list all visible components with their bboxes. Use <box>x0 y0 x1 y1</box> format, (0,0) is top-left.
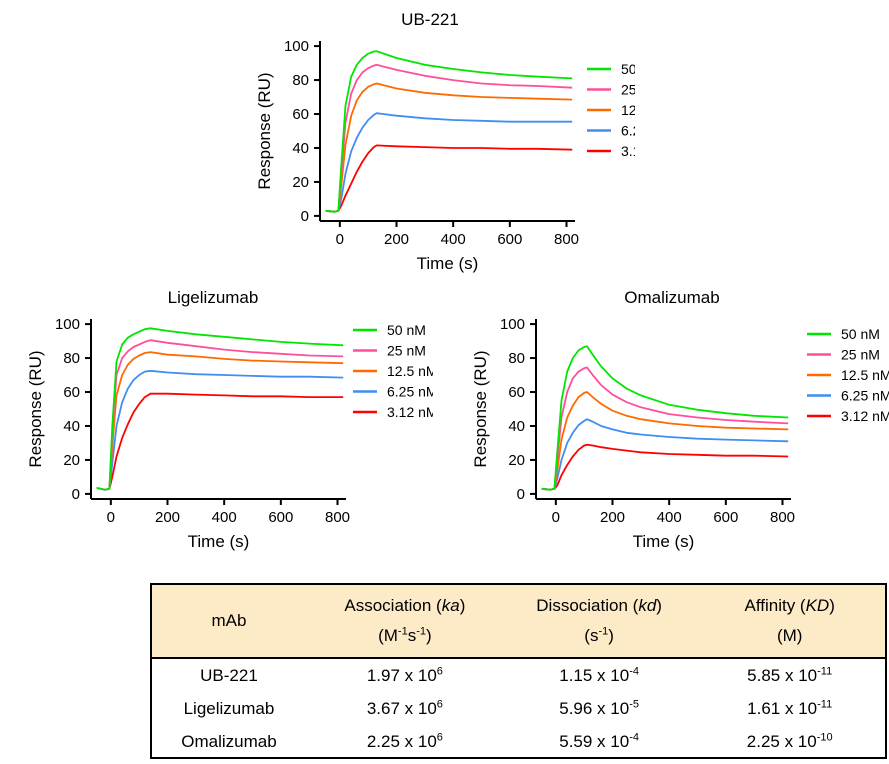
chart-title: Omalizumab <box>624 288 719 307</box>
legend-label: 25 nM <box>621 82 635 98</box>
x-tick-label: 800 <box>554 231 579 248</box>
series-line <box>541 391 789 491</box>
y-tick-label: 80 <box>508 350 525 367</box>
x-axis-label: Time (s) <box>633 532 695 551</box>
legend-label: 3.12 nM <box>387 404 433 420</box>
series-line <box>325 144 573 213</box>
x-tick-label: 600 <box>497 231 522 248</box>
series-line <box>325 112 573 213</box>
cell-mab: Omalizumab <box>181 731 277 751</box>
legend-label: 6.25 nM <box>621 123 635 139</box>
x-axis-label: Time (s) <box>417 254 479 273</box>
series-line <box>325 50 573 213</box>
y-tick-label: 100 <box>500 316 525 333</box>
x-tick-label: 200 <box>600 509 625 526</box>
y-axis-label: Response (RU) <box>255 72 274 189</box>
legend-label: 12.5 nM <box>621 102 635 118</box>
x-tick-label: 400 <box>441 231 466 248</box>
kinetics-table: mAb Association (ka) (M-1s-1) Dissociati… <box>150 583 887 759</box>
legend-label: 3.12 nM <box>621 143 635 159</box>
x-tick-label: 400 <box>212 509 237 526</box>
cell-mab: Ligelizumab <box>183 698 275 718</box>
y-tick-label: 80 <box>292 72 309 89</box>
legend-label: 6.25 nM <box>841 388 889 404</box>
header-mab: mAb <box>152 585 306 659</box>
cell-ka: 2.25 x 106 <box>366 730 443 751</box>
x-tick-label: 600 <box>268 509 293 526</box>
legend-label: 12.5 nM <box>387 363 433 379</box>
y-axis-label: Response (RU) <box>471 350 490 467</box>
y-tick-label: 40 <box>508 418 525 435</box>
x-tick-label: 200 <box>155 509 180 526</box>
series-line <box>96 392 344 491</box>
cell-KD: 1.61 x 10-11 <box>747 697 833 718</box>
y-tick-label: 100 <box>55 316 80 333</box>
cell-KD: 2.25 x 10-10 <box>746 730 833 751</box>
cell-kd: 5.59 x 10-4 <box>559 730 639 751</box>
header-dissociation: Dissociation (kd) (s-1) <box>503 585 695 659</box>
chart-title: Ligelizumab <box>168 288 259 307</box>
y-tick-label: 20 <box>63 452 80 469</box>
legend-label: 50 nM <box>841 326 880 342</box>
x-tick-label: 800 <box>325 509 350 526</box>
series-line <box>96 327 344 491</box>
table-row: UB-221 1.97 x 106 1.15 x 10-4 5.85 x 10-… <box>152 658 885 692</box>
y-tick-label: 60 <box>292 106 309 123</box>
series-line <box>96 369 344 491</box>
y-tick-label: 20 <box>292 174 309 191</box>
cell-mab: UB-221 <box>200 665 258 685</box>
header-affinity: Affinity (KD) (M) <box>694 585 885 659</box>
cell-kd: 5.96 x 10-5 <box>559 697 639 718</box>
y-tick-label: 60 <box>508 384 525 401</box>
table-row: Ligelizumab 3.67 x 106 5.96 x 10-5 1.61 … <box>152 692 885 725</box>
omalizumab-chart: Omalizumab 0 20 40 60 80 100 0 200 400 600 800 Time … <box>471 288 889 551</box>
y-tick-label: 60 <box>63 384 80 401</box>
x-tick-label: 200 <box>384 231 409 248</box>
series-line <box>541 443 789 491</box>
y-tick-label: 100 <box>284 38 309 55</box>
ub221-chart: UB-221 0 20 40 60 80 100 0 200 400 600 800 Time (s) R… <box>255 10 635 273</box>
y-tick-label: 0 <box>301 208 309 225</box>
cell-KD: 5.85 x 10-11 <box>747 664 833 685</box>
cell-kd: 1.15 x 10-4 <box>559 664 639 685</box>
table-row: Omalizumab 2.25 x 106 5.59 x 10-4 2.25 x… <box>152 725 885 758</box>
series-line <box>541 345 789 491</box>
y-tick-label: 0 <box>72 486 80 503</box>
legend-label: 6.25 nM <box>387 384 433 400</box>
y-axis-label: Response (RU) <box>26 350 45 467</box>
x-axis-label: Time (s) <box>188 532 250 551</box>
ligelizumab-chart: Ligelizumab 0 20 40 60 80 100 0 200 400 600 800 Time… <box>26 288 433 551</box>
legend-label: 50 nM <box>621 61 635 77</box>
chart-title: UB-221 <box>401 10 459 29</box>
series-line <box>96 351 344 491</box>
x-tick-label: 400 <box>657 509 682 526</box>
legend-label: 25 nM <box>841 347 880 363</box>
legend-label: 25 nM <box>387 343 426 359</box>
x-tick-label: 0 <box>336 231 344 248</box>
x-tick-label: 600 <box>713 509 738 526</box>
legend-label: 3.12 nM <box>841 408 889 424</box>
legend-label: 50 nM <box>387 322 426 338</box>
y-tick-label: 40 <box>292 140 309 157</box>
series-line <box>325 63 573 213</box>
y-tick-label: 40 <box>63 418 80 435</box>
x-tick-label: 0 <box>552 509 560 526</box>
y-tick-label: 80 <box>63 350 80 367</box>
x-tick-label: 0 <box>107 509 115 526</box>
x-tick-label: 800 <box>770 509 795 526</box>
series-line <box>541 418 789 491</box>
header-association: Association (ka) (M-1s-1) <box>305 585 504 659</box>
cell-ka: 3.67 x 106 <box>366 697 443 718</box>
cell-ka: 1.97 x 106 <box>366 664 443 685</box>
legend-label: 12.5 nM <box>841 367 889 383</box>
table-header-row: mAb Association (ka) (M-1s-1) Dissociati… <box>152 585 885 659</box>
y-tick-label: 0 <box>517 486 525 503</box>
y-tick-label: 20 <box>508 452 525 469</box>
